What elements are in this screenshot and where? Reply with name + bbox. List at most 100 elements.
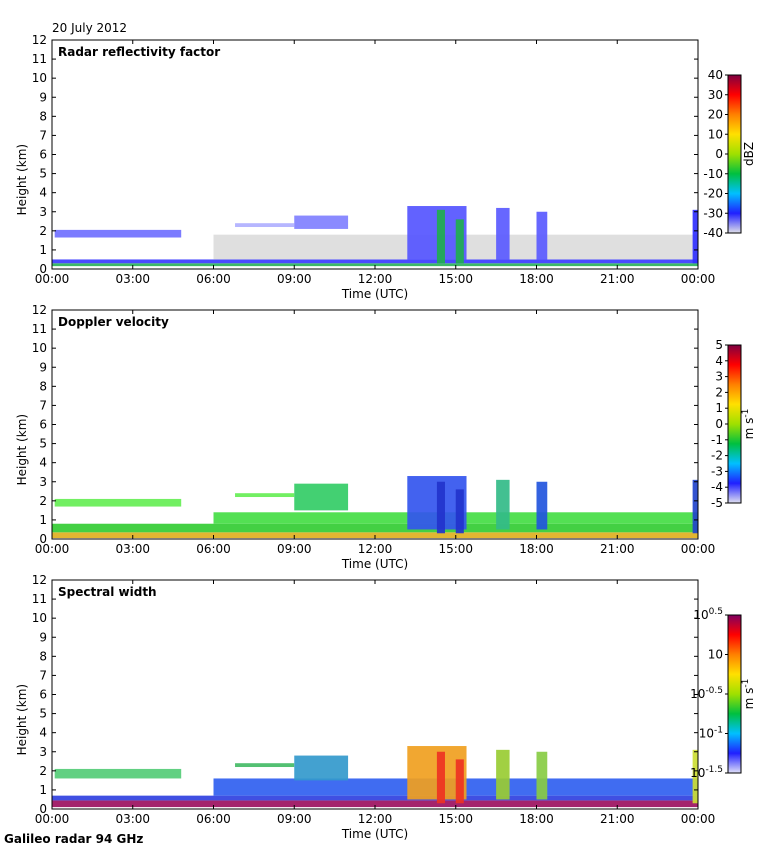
heatmap-cell xyxy=(52,523,698,533)
y-tick-label: 8 xyxy=(39,109,47,123)
x-tick-label: 15:00 xyxy=(438,812,473,826)
x-tick-label: 03:00 xyxy=(115,272,150,286)
colorbar-tick-label: -3 xyxy=(711,464,723,478)
heatmap-cell xyxy=(496,207,510,260)
x-tick-label: 12:00 xyxy=(358,542,393,556)
y-tick-label: 6 xyxy=(39,148,47,162)
heatmap-cell xyxy=(536,481,548,530)
y-axis-label: Height (km) xyxy=(15,144,29,215)
colorbar-tick-label: 20 xyxy=(708,108,723,122)
heatmap-cell xyxy=(692,749,698,804)
date-label: 20 July 2012 xyxy=(52,21,127,35)
y-tick-label: 10 xyxy=(32,71,47,85)
x-tick-label: 12:00 xyxy=(358,272,393,286)
colorbar-unit-label: m s-1 xyxy=(741,409,756,440)
heatmap-cell xyxy=(436,751,445,804)
colorbar-tick-label: 0 xyxy=(715,417,723,431)
colorbar-ticks: 40 30 20 10 0 -10 -20 -30 -40 xyxy=(703,68,728,240)
x-tick-label: 00:00 xyxy=(681,272,716,286)
heatmap-cell xyxy=(692,209,698,264)
y-tick-label: 12 xyxy=(32,573,47,587)
y-tick-label: 3 xyxy=(39,205,47,219)
y-tick-label: 3 xyxy=(39,745,47,759)
colorbar-tick-label: -5 xyxy=(711,496,723,510)
y-tick-label: 9 xyxy=(39,360,47,374)
x-tick-label: 00:00 xyxy=(681,542,716,556)
colorbar-tick-label: 2 xyxy=(715,385,723,399)
heatmap-cell xyxy=(496,479,510,530)
y-tick-label: 0 xyxy=(39,532,47,546)
heatmap-cell xyxy=(536,751,548,800)
colorbar-tick-label: -30 xyxy=(703,206,723,220)
x-tick-label: 03:00 xyxy=(115,812,150,826)
x-tick-label: 21:00 xyxy=(600,812,635,826)
x-tick-label: 03:00 xyxy=(115,542,150,556)
y-tick-label: 9 xyxy=(39,90,47,104)
colorbar-tick-label: -20 xyxy=(703,187,723,201)
x-tick-label: 09:00 xyxy=(277,272,312,286)
heatmap-cell xyxy=(496,749,510,800)
y-tick-label: 10 xyxy=(32,611,47,625)
y-tick-label: 10 xyxy=(32,341,47,355)
y-tick-label: 5 xyxy=(39,167,47,181)
colorbar-tick-label: -40 xyxy=(703,226,723,240)
y-tick-label: 4 xyxy=(39,726,47,740)
y-tick-label: 2 xyxy=(39,494,47,508)
colorbar-unit-label: dBZ xyxy=(742,142,756,166)
colorbar-tick-label: -1 xyxy=(711,433,723,447)
heatmap-cell xyxy=(455,759,464,804)
colorbar-tick-label: 10-1.5 xyxy=(690,765,723,780)
x-tick-label: 21:00 xyxy=(600,542,635,556)
y-tick-label: 2 xyxy=(39,764,47,778)
heatmap-cell xyxy=(54,229,182,238)
heatmap-cell xyxy=(52,795,698,801)
y-tick-label: 0 xyxy=(39,262,47,276)
colorbar-tick-label: 100.5 xyxy=(693,607,723,622)
x-tick-label: 09:00 xyxy=(277,542,312,556)
colorbar-tick-label: 10 xyxy=(708,127,723,141)
heatmap-cell xyxy=(235,763,295,768)
x-tick-label: 15:00 xyxy=(438,542,473,556)
y-tick-label: 1 xyxy=(39,243,47,257)
heatmap-cell xyxy=(54,768,182,779)
y-tick-label: 7 xyxy=(39,398,47,412)
y-tick-label: 5 xyxy=(39,437,47,451)
colorbar-tick-label: 3 xyxy=(715,370,723,384)
y-tick-label: 5 xyxy=(39,707,47,721)
colorbar-tick-label: 1 xyxy=(715,401,723,415)
y-tick-label: 6 xyxy=(39,688,47,702)
heatmap-cells xyxy=(52,206,698,267)
colorbar-tick-label: 30 xyxy=(708,88,723,102)
heatmap-cell xyxy=(52,259,698,264)
heatmap-cell xyxy=(536,211,548,260)
x-tick-label: 09:00 xyxy=(277,812,312,826)
y-tick-label: 4 xyxy=(39,186,47,200)
colorbar-tick-label: -4 xyxy=(711,480,723,494)
y-tick-label: 11 xyxy=(32,592,47,606)
x-axis-label: Time (UTC) xyxy=(341,827,408,841)
chart-title: Radar reflectivity factor xyxy=(58,45,220,59)
colorbar-tick-label: 0 xyxy=(715,147,723,161)
y-tick-label: 12 xyxy=(32,33,47,47)
heatmap-cells xyxy=(52,746,698,808)
heatmap-cell xyxy=(455,489,464,534)
heatmap-cell xyxy=(294,215,349,229)
x-tick-label: 00:00 xyxy=(35,272,70,286)
y-tick-label: 11 xyxy=(32,52,47,66)
heatmap-cell xyxy=(436,209,445,264)
colorbar-unit-label: m s-1 xyxy=(741,679,756,710)
heatmap-cell xyxy=(294,483,349,511)
x-tick-label: 00:00 xyxy=(35,542,70,556)
heatmap-cell xyxy=(235,493,295,498)
colorbar xyxy=(727,74,742,234)
colorbar-ticks: 5 4 32 1 0 -1 -2-3 -4 -5 xyxy=(711,338,728,510)
colorbar xyxy=(727,614,742,774)
colorbar-tick-label: 4 xyxy=(715,354,723,368)
colorbar-tick-label: 10 xyxy=(708,648,723,662)
heatmap-cell xyxy=(455,219,464,264)
colorbar xyxy=(727,344,742,504)
heatmap-cell xyxy=(294,755,349,781)
